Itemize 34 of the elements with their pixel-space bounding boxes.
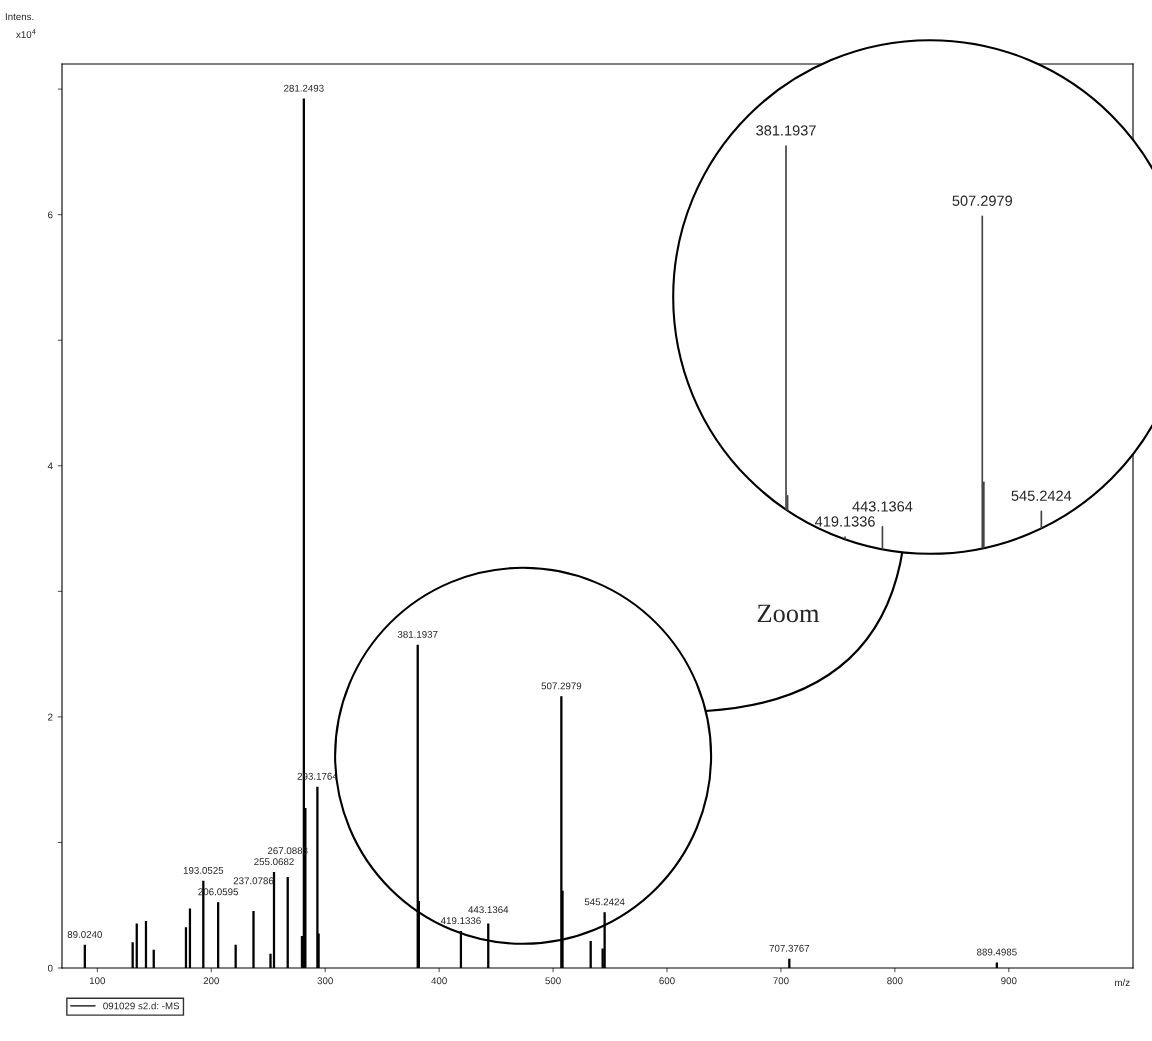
x-tick-label: 400 [431,977,447,985]
annotation: 443.1364 [468,906,509,914]
annotation: 707.3767 [769,944,810,952]
y-tick-label: 4 [47,462,53,470]
text: 507.2979 [952,195,1013,206]
x-tick-label: 500 [545,977,561,985]
x-tick-label: 600 [659,977,675,985]
annotation: 419.1336 [440,917,481,925]
legend-label: 091029 s2.d: -MS [103,1002,180,1010]
text: 443.1364 [852,501,913,512]
y-tick-label: 2 [48,713,53,721]
text: 419.1336 [814,516,875,527]
annotation: 889.4985 [977,948,1017,956]
text: 381.1937 [756,125,816,136]
text: x10$^{4}$ [16,29,36,39]
y-tick-label: 0 [47,964,53,972]
annotation: 193.0525 [183,867,224,874]
annotation: 255.0682 [254,858,294,866]
annotation: Zoom [757,604,820,623]
annotation: 89.0240 [67,931,102,938]
x-tick-label: 700 [773,977,789,985]
x-tick-label: 900 [1001,977,1017,985]
annotation: 381.1937 [397,630,438,638]
x-axis-title: m/z [1115,978,1130,986]
text: Intens. [5,13,34,21]
annotation: 545.2424 [584,898,625,906]
x-tick-label: 200 [203,977,219,985]
x-tick-label: 800 [887,977,903,985]
text: 545.2424 [1011,490,1072,501]
annotation: 507.2979 [541,682,582,690]
y-tick-label: 6 [48,211,53,219]
x-tick-label: 300 [317,977,333,985]
annotation: 281.2493 [284,84,324,92]
x-tick-label: 100 [89,977,106,985]
